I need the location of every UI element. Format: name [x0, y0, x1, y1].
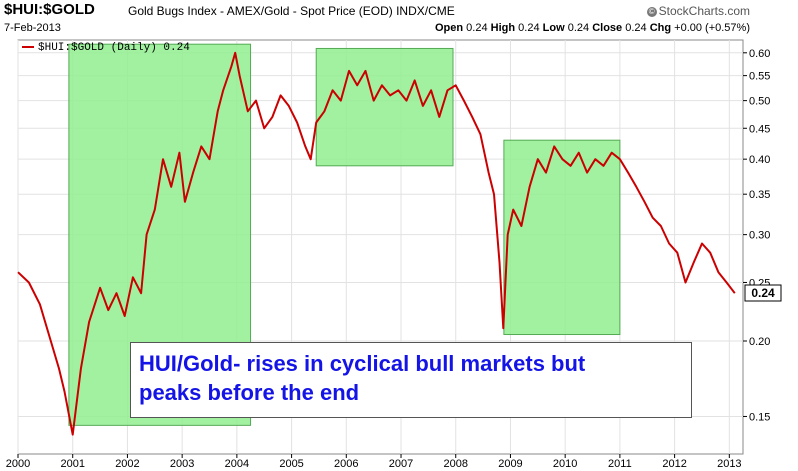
copyright-icon: © [646, 6, 657, 17]
x-tick-label: 2004 [225, 458, 249, 470]
x-axis: 2000 2001 2002 2003 2004 2005 2006 2007 2008 2009… [6, 454, 742, 470]
quote-bar: Open 0.24 High 0.24 Low 0.24 Close 0.24 … [435, 22, 750, 34]
chart-date: 7-Feb-2013 [4, 22, 61, 34]
series-line [17, 51, 736, 436]
annotation-line-2: peaks before the end [139, 380, 360, 405]
low-value: 0.24 [567, 22, 590, 34]
y-tick-label: 0.60 [749, 48, 770, 60]
y-tick-label: 0.40 [749, 154, 770, 166]
y-tick-label: 0.15 [749, 411, 770, 423]
highlight-region [315, 47, 454, 167]
high-value: 0.24 [518, 22, 540, 34]
high-label: High [490, 22, 516, 34]
highlight-region [503, 139, 621, 336]
last-value-box [744, 284, 782, 302]
x-tick-label: 2003 [170, 458, 194, 470]
x-tick-label: 2000 [6, 458, 30, 470]
y-tick-label: 0.30 [749, 230, 770, 242]
chg-label: Chg [649, 22, 672, 34]
x-tick-label: 2001 [60, 458, 84, 470]
open-value: 0.24 [466, 22, 488, 34]
low-label: Low [542, 22, 565, 34]
last-value-marker: 0.24 [744, 284, 782, 302]
y-tick-label: 0.55 [749, 71, 770, 83]
x-tick-label: 2010 [553, 458, 577, 470]
series-legend: $HUI:$GOLD (Daily) 0.24 [22, 42, 190, 54]
y-tick-label: 0.50 [749, 96, 770, 108]
annotation-box: HUI/Gold- rises in cyclical bull markets… [130, 342, 692, 418]
legend-swatch [22, 46, 34, 49]
x-tick-label: 2006 [334, 458, 358, 470]
annotation-line-1: HUI/Gold- rises in cyclical bull markets… [139, 351, 586, 376]
chg-value: +0.00 (+0.57%) [674, 22, 750, 34]
x-tick-label: 2005 [279, 458, 303, 470]
series-layer [17, 51, 736, 436]
symbol-title: $HUI:$GOLD [4, 1, 95, 18]
y-tick-label: 0.35 [749, 189, 770, 201]
x-tick-label: 2013 [717, 458, 741, 470]
brand-label: StockCharts.com [658, 4, 750, 18]
last-value-label: 0.24 [751, 286, 775, 300]
open-label: Open [434, 22, 464, 34]
x-tick-label: 2002 [115, 458, 139, 470]
brand-link[interactable]: © StockCharts.com [646, 4, 750, 18]
x-tick-label: 2008 [443, 458, 467, 470]
x-tick-label: 2012 [662, 458, 686, 470]
y-tick-label: 0.20 [749, 336, 770, 348]
symbol-description: Gold Bugs Index - AMEX/Gold - Spot Price… [128, 4, 455, 18]
y-axis: 0.150.200.250.300.350.400.450.500.550.60 [743, 48, 770, 423]
x-tick-label: 2011 [608, 458, 632, 470]
y-tick-label: 0.45 [749, 123, 770, 135]
legend-label: $HUI:$GOLD (Daily) 0.24 [38, 42, 190, 54]
x-tick-label: 2007 [389, 458, 413, 470]
close-value: 0.24 [625, 22, 647, 34]
close-label: Close [592, 22, 623, 34]
x-tick-label: 2009 [498, 458, 522, 470]
